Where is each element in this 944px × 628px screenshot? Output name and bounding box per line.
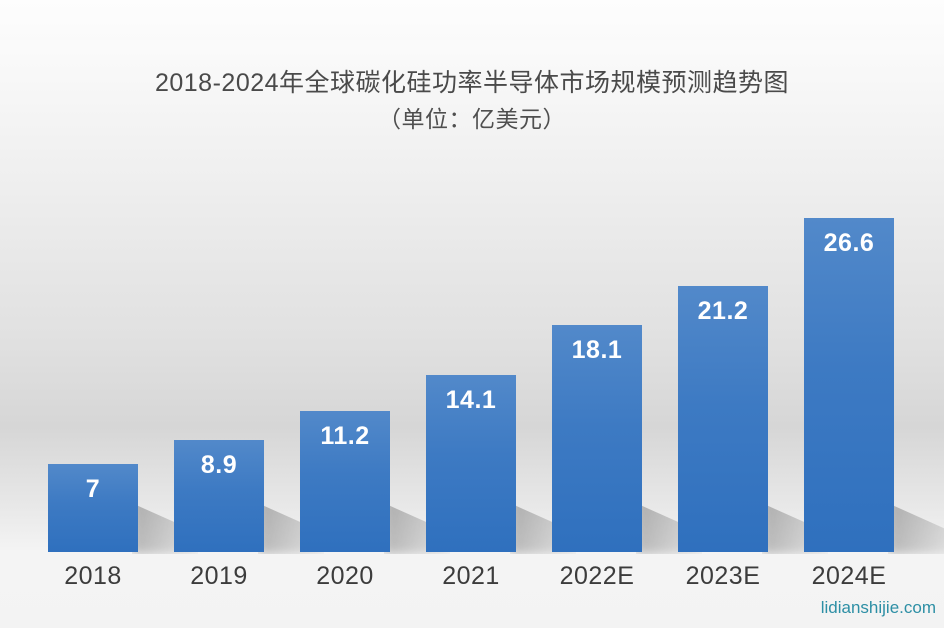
bar-value-label: 26.6 (823, 229, 875, 257)
bar-value-label: 14.1 (445, 386, 497, 414)
bar-column-2024e: 26.6 2024E (804, 218, 944, 600)
x-axis-label: 2022E (559, 561, 635, 590)
bar-2022e: 18.1 (552, 325, 642, 552)
bar-column-2022e: 18.1 2022E (552, 325, 702, 600)
bar-2021: 14.1 (426, 375, 516, 552)
chart-subtitle: （单位：亿美元） (378, 106, 566, 132)
bar-column-2018: 7 2018 (48, 464, 198, 600)
bar-2020: 11.2 (300, 411, 390, 552)
bar-column-2019: 8.9 2019 (174, 440, 324, 600)
bar-plot-area: 7 2018 8.9 2019 11.2 2020 14.1 2021 (48, 218, 944, 600)
bar-value-label: 8.9 (200, 451, 238, 479)
watermark: lidianshijie.com (820, 598, 936, 617)
bar-floor-shadow (888, 503, 944, 554)
bar-value-label: 7 (85, 475, 101, 503)
bar-2019: 8.9 (174, 440, 264, 552)
x-axis-label: 2020 (316, 561, 374, 590)
bar-column-2020: 11.2 2020 (300, 411, 450, 600)
x-axis-label: 2018 (64, 561, 122, 590)
bar-value-label: 11.2 (320, 422, 370, 450)
bar-2024e: 26.6 (804, 218, 894, 552)
chart-title: 2018-2024年全球碳化硅功率半导体市场规模预测趋势图 (154, 69, 790, 97)
x-axis-label: 2024E (811, 561, 887, 590)
x-axis-label: 2023E (685, 561, 761, 590)
bar-value-label: 18.1 (571, 336, 623, 364)
bar-value-label: 21.2 (697, 297, 749, 325)
bar-column-2021: 14.1 2021 (426, 375, 576, 600)
title-block: 2018-2024年全球碳化硅功率半导体市场规模预测趋势图 （单位：亿美元） (0, 64, 944, 136)
x-axis-label: 2021 (442, 561, 500, 590)
bar-2023e: 21.2 (678, 286, 768, 552)
bar-2018: 7 (48, 464, 138, 552)
x-axis-label: 2019 (190, 561, 248, 590)
